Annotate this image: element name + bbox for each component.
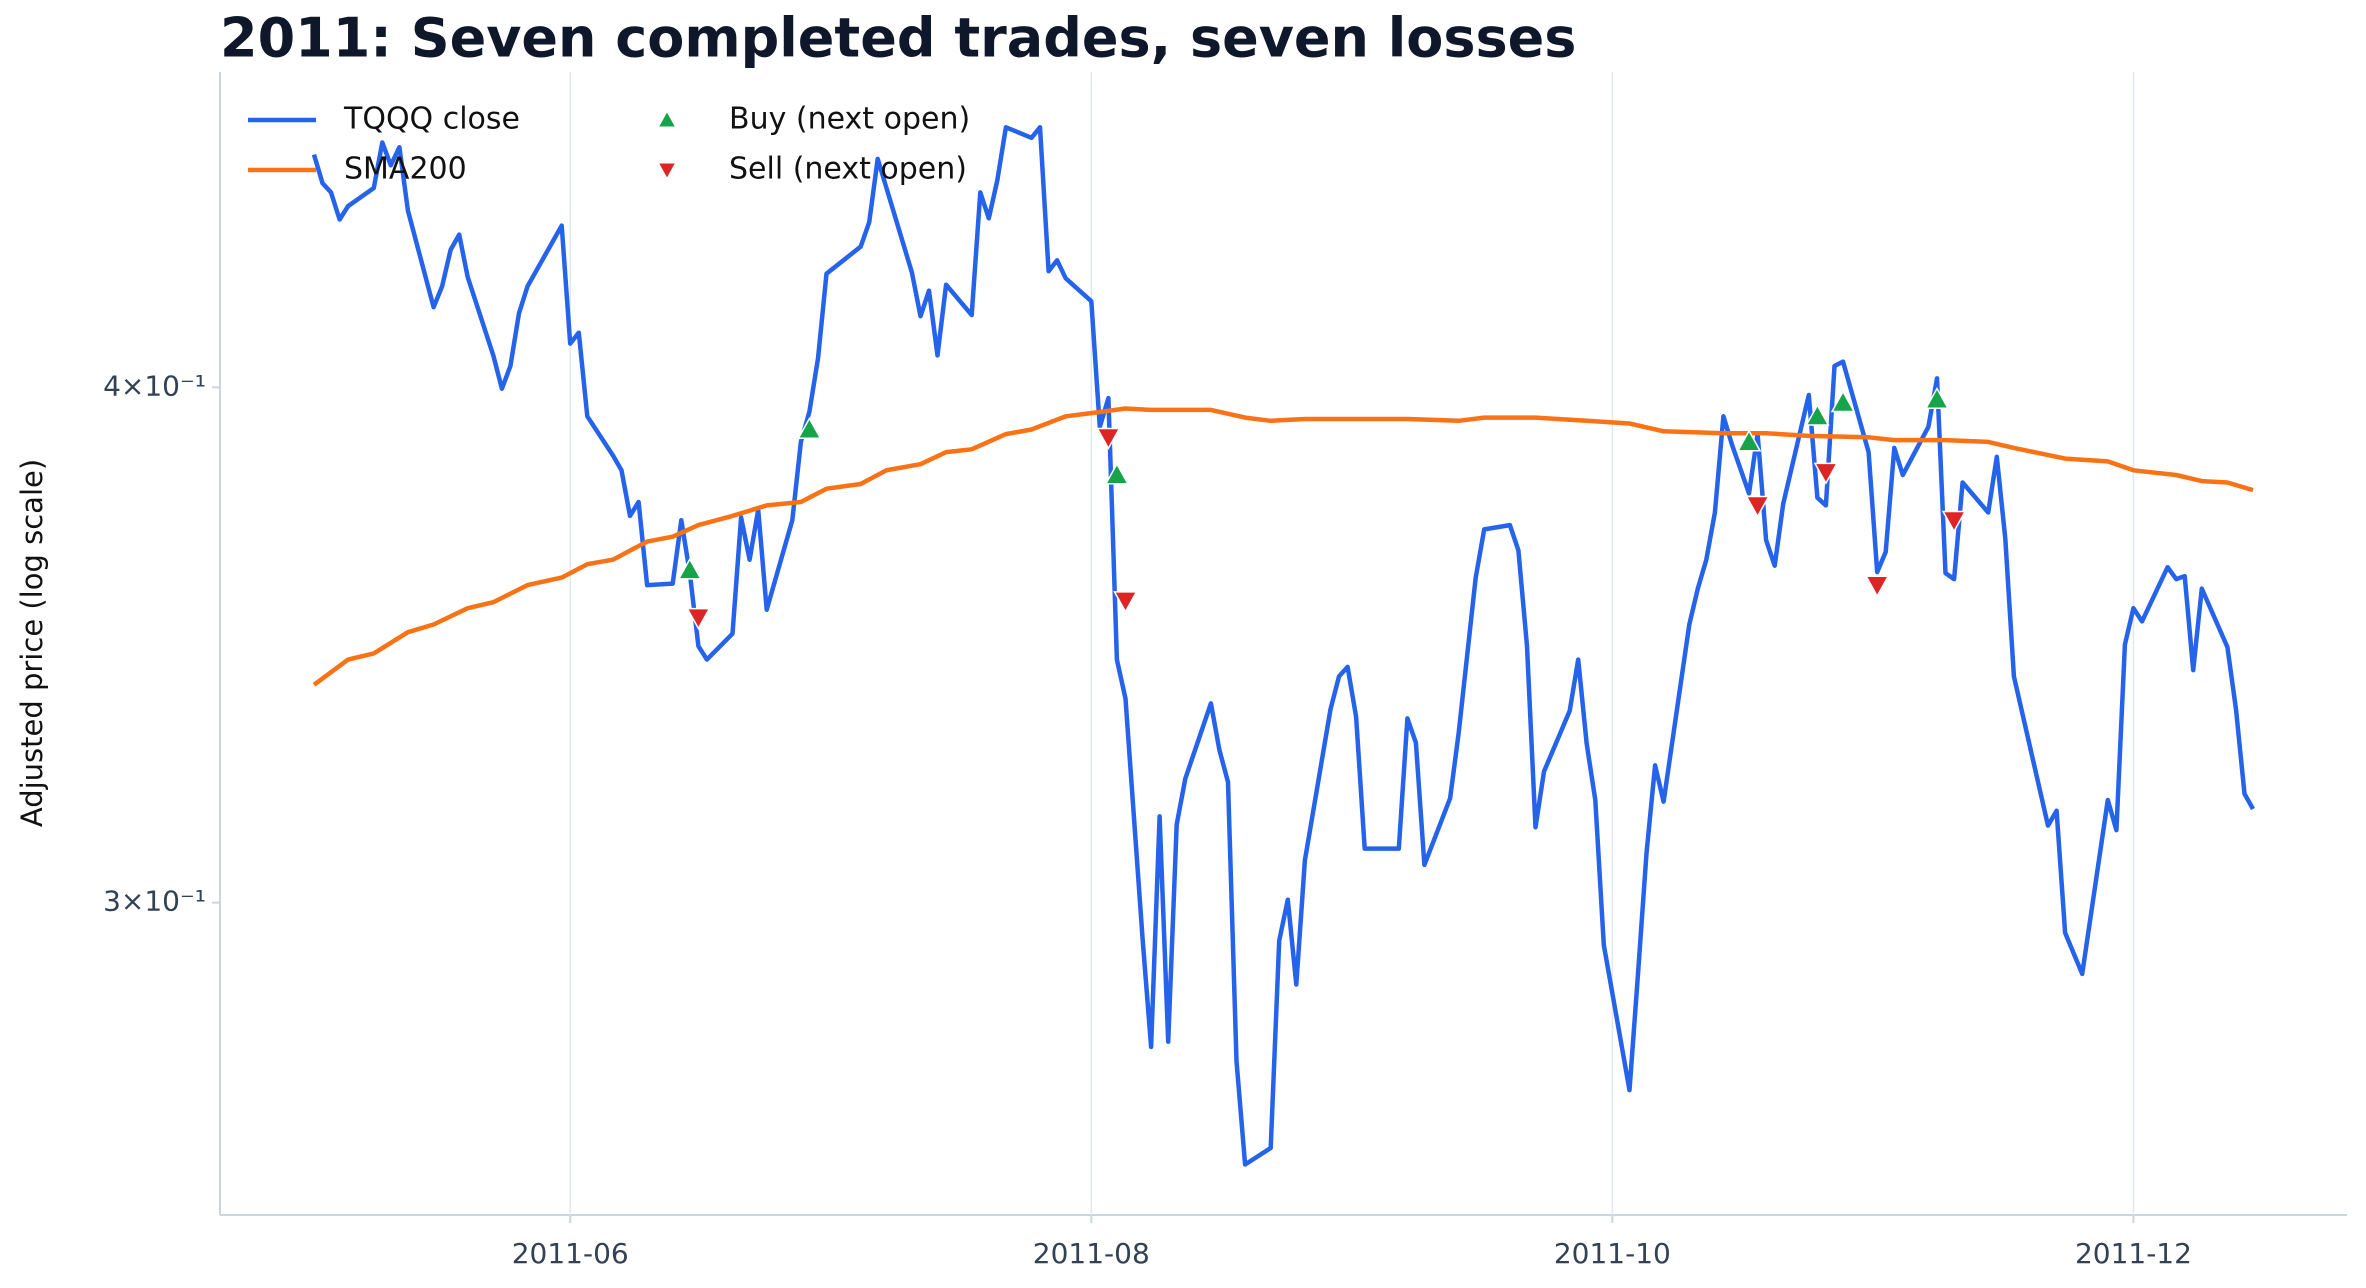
trade-marker bbox=[1813, 462, 1839, 485]
legend-label: SMA200 bbox=[344, 152, 467, 187]
x-tick-label: 2011-08 bbox=[1033, 1237, 1150, 1270]
trade-marker bbox=[1864, 575, 1890, 598]
x-tick-label: 2011-06 bbox=[512, 1237, 629, 1270]
trade-marker bbox=[797, 416, 822, 440]
trade-marker bbox=[1830, 390, 1856, 413]
y-tick-label: 3×10⁻¹ bbox=[103, 885, 206, 918]
series-line bbox=[312, 406, 2254, 687]
legend-label: Buy (next open) bbox=[729, 102, 970, 137]
legend-swatch bbox=[656, 162, 678, 181]
legend-swatch bbox=[656, 109, 678, 128]
x-tick-label: 2011-12 bbox=[2075, 1237, 2192, 1270]
trade-marker bbox=[1096, 427, 1121, 450]
legend-label: TQQQ close bbox=[343, 102, 520, 137]
grid bbox=[569, 72, 2135, 1215]
trade-marker bbox=[1805, 403, 1830, 426]
legend: TQQQ close SMA200 Buy (next open) Sell (nex… bbox=[248, 102, 970, 187]
trade-marker bbox=[1745, 495, 1770, 518]
trade-marker bbox=[677, 557, 703, 580]
trade-marker bbox=[1113, 591, 1138, 614]
trade-marker bbox=[686, 607, 711, 630]
y-tick-label: 4×10⁻¹ bbox=[103, 369, 206, 402]
x-tick-label: 2011-10 bbox=[1554, 1237, 1671, 1270]
trade-marker bbox=[1941, 510, 1967, 533]
trade-marker bbox=[1924, 386, 1950, 410]
chart-title: 2011: Seven completed trades, seven loss… bbox=[220, 7, 1576, 70]
trade-marker bbox=[1736, 429, 1762, 452]
series-line bbox=[311, 125, 2255, 1167]
y-axis-label: Adjusted price (log scale) bbox=[15, 459, 49, 827]
trade-marker bbox=[1104, 462, 1130, 485]
legend-label: Sell (next open) bbox=[729, 152, 967, 187]
